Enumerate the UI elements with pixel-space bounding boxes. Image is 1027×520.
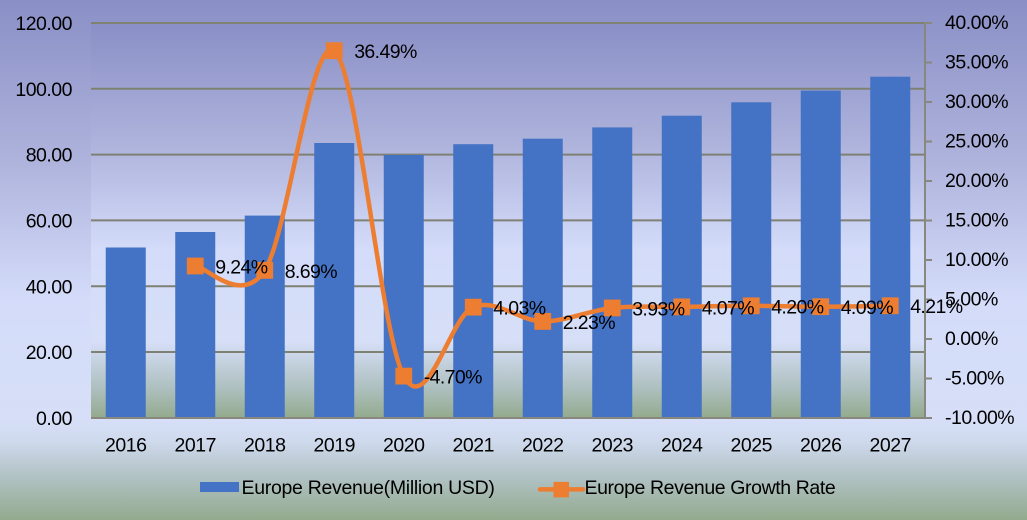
svg-text:36.49%: 36.49% [354,41,417,63]
svg-text:80.00: 80.00 [26,145,73,167]
svg-text:20.00: 20.00 [26,342,73,364]
svg-text:2019: 2019 [314,435,355,457]
svg-text:120.00: 120.00 [15,13,72,35]
svg-text:5.00%: 5.00% [945,289,998,311]
svg-text:4.21%: 4.21% [910,296,963,318]
svg-text:9.24%: 9.24% [215,257,268,279]
svg-text:8.69%: 8.69% [285,261,338,283]
svg-text:-4.70%: -4.70% [424,367,482,389]
svg-text:2022: 2022 [522,435,563,457]
svg-text:60.00: 60.00 [26,211,73,233]
svg-text:3.93%: 3.93% [632,298,685,320]
svg-text:-10.00%: -10.00% [945,407,1014,429]
svg-text:-5.00%: -5.00% [945,368,1004,390]
svg-text:35.00%: 35.00% [945,52,1008,74]
svg-text:2016: 2016 [105,435,146,457]
svg-text:2021: 2021 [453,435,494,457]
svg-text:2023: 2023 [592,435,633,457]
svg-text:2.23%: 2.23% [563,312,616,334]
svg-text:Europe Revenue Growth Rate: Europe Revenue Growth Rate [585,477,836,499]
svg-text:0.00: 0.00 [36,408,73,430]
svg-text:4.09%: 4.09% [841,297,894,319]
svg-text:40.00%: 40.00% [945,12,1008,34]
svg-text:2024: 2024 [661,435,703,457]
svg-text:2026: 2026 [800,435,841,457]
svg-text:Europe Revenue(Million USD): Europe Revenue(Million USD) [242,477,495,499]
svg-text:4.03%: 4.03% [493,298,546,320]
svg-text:2018: 2018 [244,435,285,457]
svg-text:2025: 2025 [731,435,773,457]
svg-text:4.20%: 4.20% [771,296,824,318]
svg-text:30.00%: 30.00% [945,91,1008,113]
svg-text:2020: 2020 [383,435,425,457]
svg-text:20.00%: 20.00% [945,170,1008,192]
svg-text:100.00: 100.00 [15,79,72,101]
svg-text:10.00%: 10.00% [945,249,1008,271]
svg-text:40.00: 40.00 [26,276,73,298]
svg-text:15.00%: 15.00% [945,210,1008,232]
svg-text:4.07%: 4.07% [702,297,755,319]
svg-text:0.00%: 0.00% [945,328,998,350]
svg-text:2017: 2017 [175,435,216,457]
svg-text:25.00%: 25.00% [945,131,1008,153]
svg-text:2027: 2027 [870,435,911,457]
